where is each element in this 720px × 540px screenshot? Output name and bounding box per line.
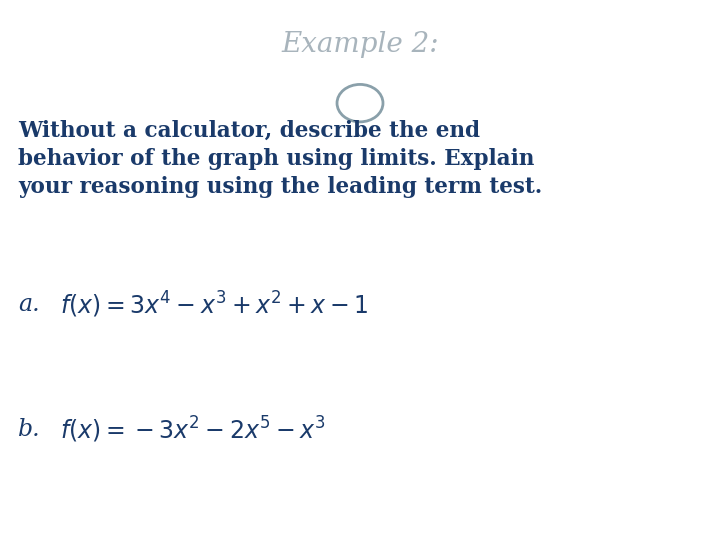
Text: b.: b.: [18, 418, 40, 441]
Text: Without a calculator, describe the end
behavior of the graph using limits. Expla: Without a calculator, describe the end b…: [18, 120, 542, 198]
Text: $f(x) = -3x^2 - 2x^5 - x^3$: $f(x) = -3x^2 - 2x^5 - x^3$: [60, 415, 325, 445]
Text: Example 2:: Example 2:: [282, 31, 438, 58]
Text: $f(x) = 3x^4 - x^3 + x^2 + x - 1$: $f(x) = 3x^4 - x^3 + x^2 + x - 1$: [60, 290, 369, 320]
Text: a.: a.: [18, 293, 40, 316]
Circle shape: [337, 84, 383, 122]
